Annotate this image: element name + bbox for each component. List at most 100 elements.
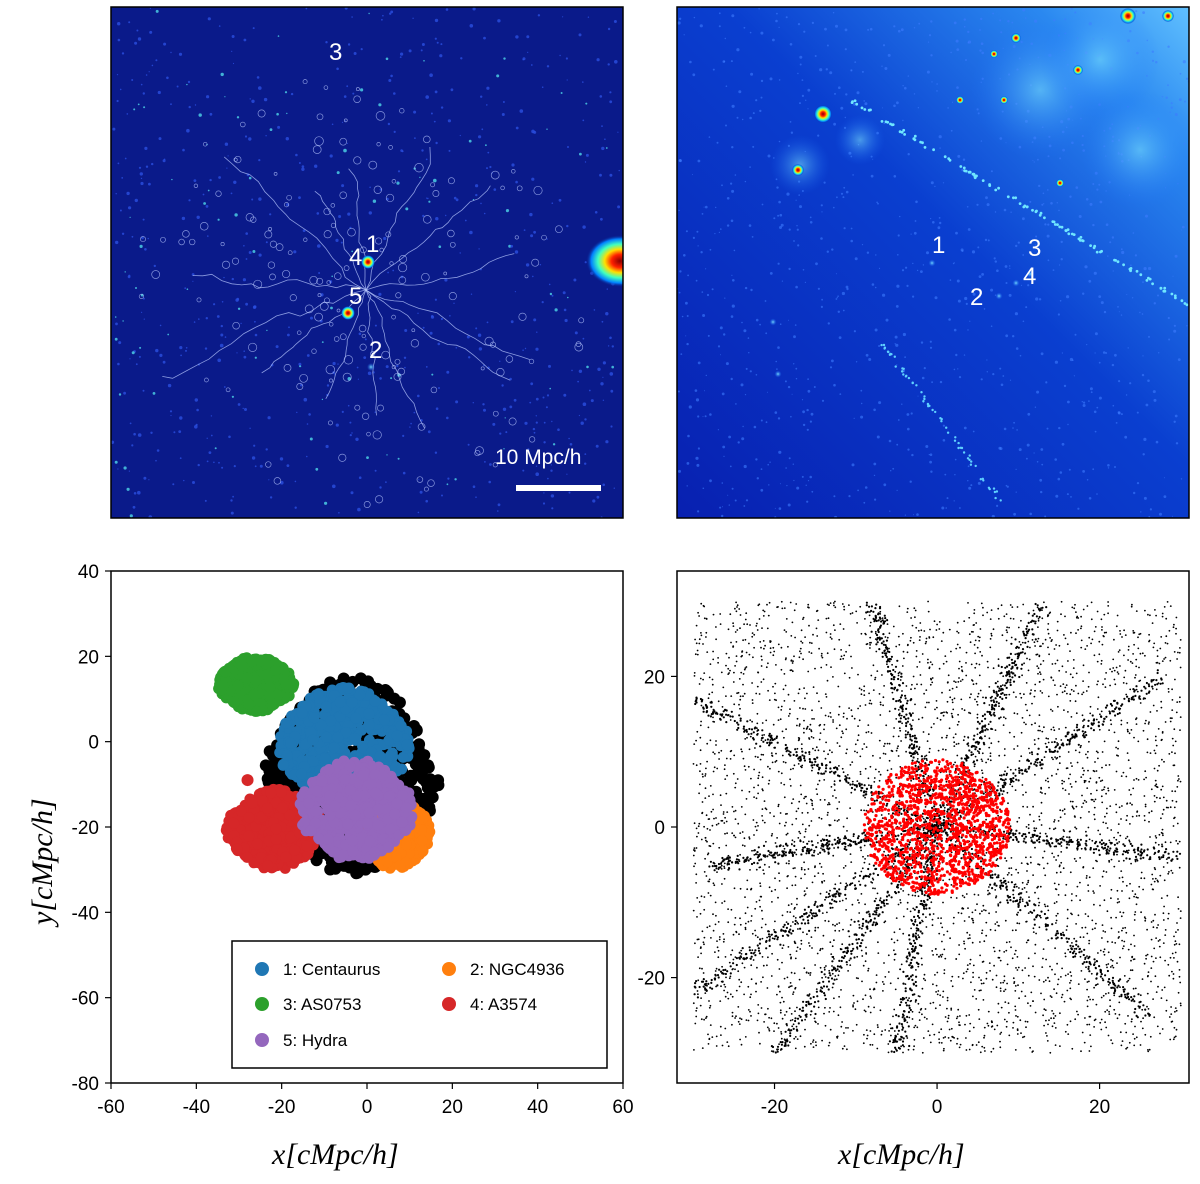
speckle (254, 356, 257, 359)
speckle (1015, 468, 1017, 470)
speckle (945, 507, 947, 509)
speckle (220, 72, 224, 77)
density-contour (574, 342, 584, 352)
speckle (418, 478, 420, 480)
speckle (1066, 493, 1069, 496)
filament-dot (1079, 235, 1083, 239)
speckle (1017, 241, 1020, 244)
speckle (1067, 423, 1069, 426)
speckle (535, 415, 537, 417)
speckle (730, 315, 734, 318)
speckle (1038, 184, 1041, 188)
speckle (1086, 479, 1089, 481)
speckle (777, 214, 780, 217)
speckle (1054, 360, 1058, 364)
speckle (772, 38, 775, 42)
speckle (779, 226, 782, 229)
speckle (545, 406, 548, 409)
speckle (287, 333, 290, 337)
speckle (722, 445, 726, 449)
speckle (472, 485, 476, 489)
speckle (385, 481, 387, 483)
diffuse-glow (1080, 90, 1189, 210)
speckle (806, 408, 809, 412)
speckle (244, 135, 248, 138)
speckle (336, 171, 340, 175)
speckle (760, 488, 764, 492)
speckle (707, 334, 710, 337)
speckle (574, 331, 578, 335)
density-contour (282, 269, 291, 279)
speckle (1142, 355, 1144, 357)
filament-dot (850, 101, 854, 104)
speckle (293, 250, 297, 254)
density-contour (365, 185, 491, 291)
filament-dot (945, 426, 948, 429)
speckle (192, 280, 194, 282)
speckle (493, 188, 497, 191)
top-right-frame (676, 6, 1190, 519)
speckle (709, 413, 712, 416)
speckle (951, 101, 954, 103)
density-contour (375, 111, 386, 121)
speckle (441, 494, 443, 497)
cluster-point (396, 763, 408, 775)
speckle (750, 288, 753, 292)
speckle (285, 137, 289, 141)
speckle (730, 219, 734, 223)
speckle (810, 412, 814, 416)
filament-dot (927, 405, 930, 408)
speckle (566, 224, 569, 228)
cluster-marker (1012, 279, 1020, 287)
speckle (151, 64, 154, 67)
speckle (967, 480, 969, 482)
speckle (501, 384, 504, 387)
filament-dot (979, 478, 982, 481)
filament-dot (1159, 287, 1163, 290)
speckle (838, 336, 842, 339)
speckle (882, 293, 886, 297)
speckle (795, 378, 798, 380)
speckle (1072, 359, 1074, 362)
speckle (131, 444, 134, 447)
speckle (902, 119, 904, 122)
speckle (445, 214, 447, 217)
speckle (114, 460, 118, 464)
speckle (1012, 335, 1015, 338)
top-right-panel: 1 3 4 2 (676, 6, 1190, 519)
speckle (866, 251, 870, 254)
speckle (228, 435, 231, 439)
speckle (777, 346, 780, 349)
speckle (547, 477, 549, 480)
speckle (896, 443, 899, 446)
speckle (1094, 430, 1097, 433)
speckle (237, 307, 241, 310)
filament-dot (1145, 279, 1149, 282)
density-contour (334, 272, 342, 280)
speckle (489, 463, 492, 466)
speckle (142, 297, 145, 300)
speckle (466, 335, 470, 339)
cluster-point (228, 696, 240, 708)
speckle (788, 267, 791, 271)
speckle (116, 74, 119, 76)
halo-peak (1056, 179, 1064, 187)
speckle (301, 167, 305, 171)
speckle (559, 54, 561, 57)
speckle (938, 135, 942, 139)
density-contour (388, 145, 393, 150)
density-contour (348, 168, 367, 291)
cluster-point (401, 839, 412, 851)
density-contour (398, 276, 407, 285)
speckle (904, 514, 907, 516)
speckle (209, 178, 212, 182)
speckle (795, 285, 798, 289)
speckle (475, 184, 479, 188)
speckle (613, 487, 615, 489)
speckle (942, 182, 945, 184)
cluster-point (219, 666, 231, 678)
speckle (171, 178, 173, 181)
filament-dot (948, 158, 952, 162)
speckle (920, 270, 923, 273)
speckle (138, 355, 141, 358)
